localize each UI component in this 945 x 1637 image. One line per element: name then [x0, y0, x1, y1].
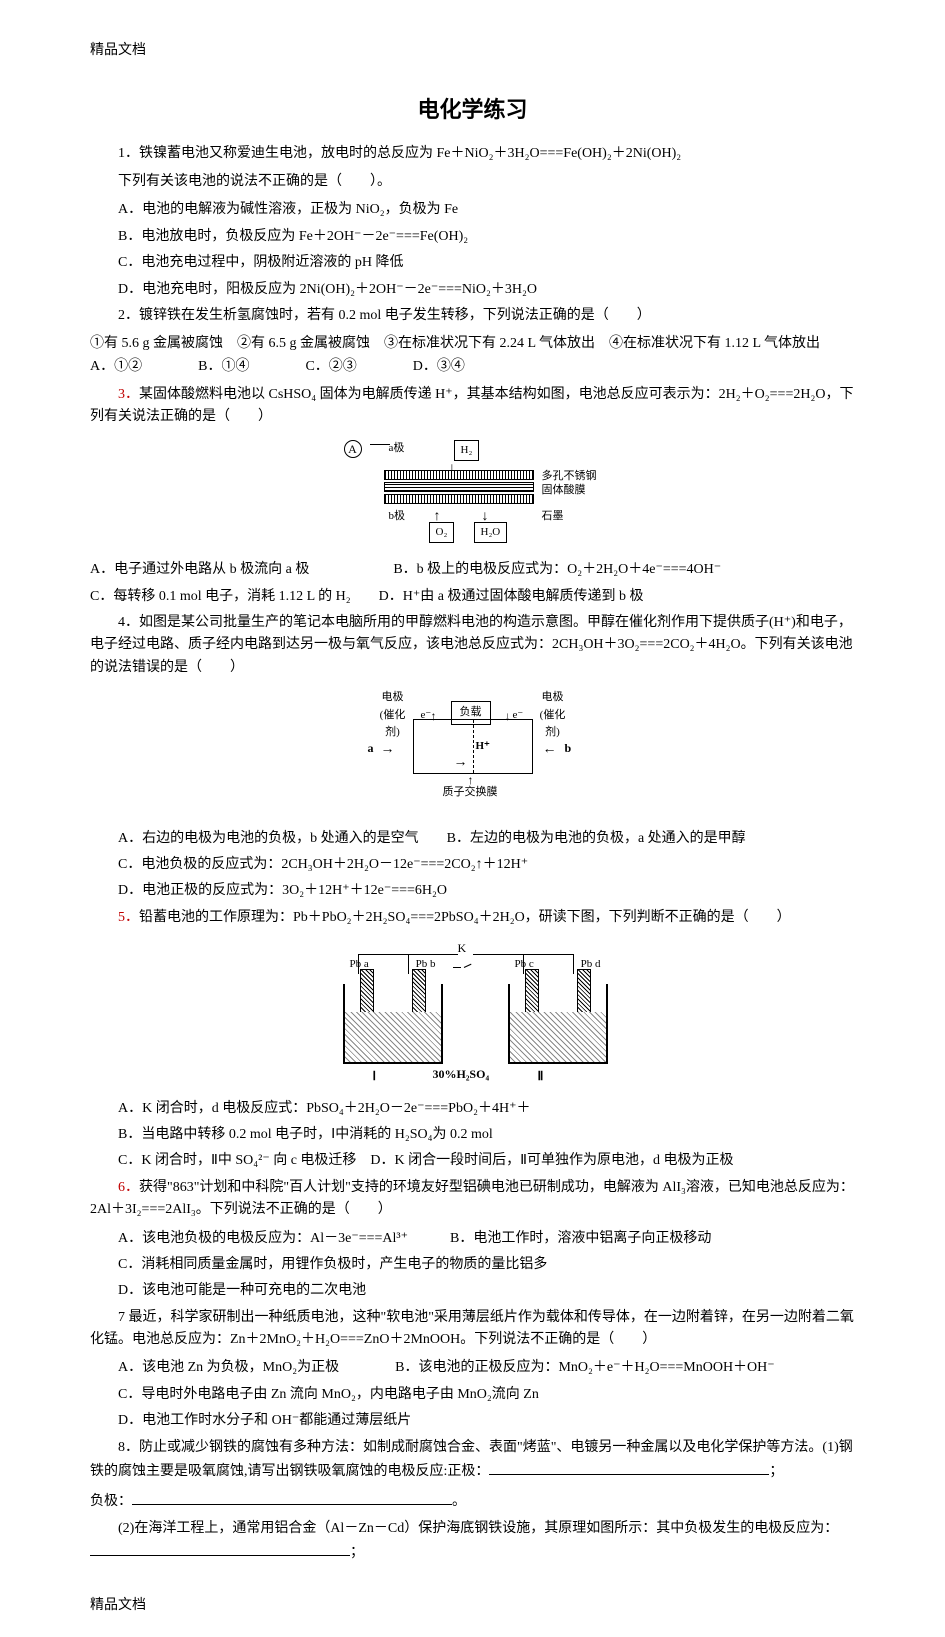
q3-text: 某固体酸燃料电池以 CsHSO₄ 固体为电解质传递 H⁺，其基本结构如图，电池总… — [90, 387, 853, 424]
q4-stem: 4．如图是某公司批量生产的笔记本电脑所用的甲醇燃料电池的构造示意图。甲醇在催化剂… — [90, 612, 855, 679]
q4-opt-d: D．电池正极的反应式为：3O₂＋12H⁺＋12e⁻===6H₂O — [90, 880, 855, 902]
up-arrow-icon: ↑ — [468, 771, 474, 790]
up-arrow-icon: ↑ — [431, 707, 437, 726]
right-arrow-icon: → — [454, 752, 468, 774]
q5-fig-pbb: Pb b — [416, 956, 436, 974]
q3-fig-apole: a极 — [389, 440, 405, 458]
q2-stem: 2．镀锌铁在发生析氢腐蚀时，若有 0.2 mol 电子发生转移，下列说法正确的是… — [90, 305, 855, 327]
q1-stem-b: 下列有关该电池的说法不正确的是（ ）。 — [90, 171, 855, 193]
q5-stem: 5．铅蓄电池的工作原理为：Pb＋PbO₂＋2H₂SO₄===2PbSO₄＋2H₂… — [90, 907, 855, 929]
q7-stem: 7 最近，科学家研制出一种纸质电池，这种"软电池"采用薄层纸片作为载体和传导体，… — [90, 1307, 855, 1352]
q5-fig-pbc: Pb c — [515, 956, 534, 974]
q4-fig-a: a — [368, 739, 374, 758]
q5-opt-a: A．K 闭合时，d 电极反应式：PbSO₄＋2H₂O－2e⁻===PbO₂＋4H… — [90, 1098, 855, 1120]
q3-stem: 3．某固体酸燃料电池以 CsHSO₄ 固体为电解质传递 H⁺，其基本结构如图，电… — [90, 384, 855, 429]
q8-part2: (2)在海洋工程上，通常用铝合金（Al－Zn－Cd）保护海底钢铁设施，其原理如图… — [90, 1518, 855, 1565]
q4-fig-electrode-l: 电极(催化剂) — [373, 689, 413, 742]
q8-blank-3 — [90, 1540, 350, 1556]
q3-fig-o2: O₂ — [429, 522, 455, 544]
down-arrow-icon: ↓ — [505, 707, 511, 726]
q7-opt-a: A．该电池 Zn 为负极，MnO₂为正极 B．该电池的正极反应为：MnO₂＋e⁻… — [90, 1357, 855, 1379]
q5-fig-acid: 30%H₂SO₄ — [433, 1065, 490, 1084]
q5-fig-pbd: Pb d — [581, 956, 601, 974]
q3-fig-A: A — [344, 440, 362, 458]
q6-opt-d: D．该电池可能是一种可充电的二次电池 — [90, 1280, 855, 1302]
q3-figure: A a极 b极 H₂ ↓ 多孔不锈钢 固体酸膜 石墨 O₂ H₂O ↑ ↓ — [90, 439, 855, 549]
q5-opt-c: C．K 闭合时，Ⅱ中 SO₄²⁻ 向 c 电极迁移 D．K 闭合一段时间后，Ⅱ可… — [90, 1150, 855, 1172]
q8-blank-2 — [132, 1489, 452, 1505]
up-arrow-icon: ↑ — [434, 506, 441, 528]
q4-figure: 电极(催化剂) 电极(催化剂) 负载 H⁺ → e⁻ ↑ ↓ e⁻ a → ← … — [90, 689, 855, 817]
q1-opt-c: C．电池充电过程中，阴极附近溶液的 pH 降低 — [90, 252, 855, 274]
q5-fig-I: Ⅰ — [373, 1067, 377, 1086]
q3-fig-graphite: 石墨 — [542, 508, 564, 526]
page-header: 精品文档 — [90, 40, 855, 62]
q4-fig-electrode-r: 电极(催化剂) — [533, 689, 573, 742]
q5-text: 铅蓄电池的工作原理为：Pb＋PbO₂＋2H₂SO₄===2PbSO₄＋2H₂O，… — [139, 910, 791, 925]
q3-fig-membrane: 固体酸膜 — [542, 482, 586, 500]
q1-opt-a: A．电池的电解液为碱性溶液，正极为 NiO₂，负极为 Fe — [90, 199, 855, 221]
q3-fig-h2: H₂ — [454, 440, 480, 462]
q6-opt-a: A．该电池负极的电极反应为：Al－3e⁻===Al³⁺ B．电池工作时，溶液中铝… — [90, 1228, 855, 1250]
q5-fig-pba: Pb a — [350, 956, 369, 974]
q1-opt-b: B．电池放电时，负极反应为 Fe＋2OH⁻－2e⁻===Fe(OH)₂ — [90, 226, 855, 248]
q4-fig-e-r: e⁻ — [513, 707, 524, 725]
q3-fig-h2o: H₂O — [474, 522, 508, 544]
q6-text: 获得"863"计划和中科院"百人计划"支持的环境友好型铝碘电池已研制成功，电解液… — [90, 1180, 854, 1217]
q6-opt-c: C．消耗相同质量金属时，用锂作负极时，产生电子的物质的量比铝多 — [90, 1254, 855, 1276]
left-arrow-icon: ← — [543, 739, 557, 761]
q4-opt-c: C．电池负极的反应式为：2CH₃OH＋2H₂O－12e⁻===2CO₂↑＋12H… — [90, 854, 855, 876]
page-footer: 精品文档 — [90, 1595, 855, 1617]
q8-neg-label: 负极： — [90, 1494, 132, 1509]
q4-opt-a: A．右边的电极为电池的负极，b 处通入的是空气 B．左边的电极为电池的负极，a … — [90, 828, 855, 850]
q8-stem: 8．防止或减少钢铁的腐蚀有多种方法：如制成耐腐蚀合金、表面"烤蓝"、电镀另一种金… — [90, 1437, 855, 1484]
q3-opt-a: A．电子通过外电路从 b 极流向 a 极 B．b 极上的电极反应式为：O₂＋2H… — [90, 559, 855, 581]
q3-opt-c: C．每转移 0.1 mol 电子，消耗 1.12 L 的 H₂ D．H⁺由 a … — [90, 586, 855, 608]
q4-fig-b: b — [565, 739, 572, 758]
q4-fig-hplus: H⁺ — [476, 738, 490, 756]
right-arrow-icon: → — [381, 739, 395, 761]
down-arrow-icon: ↓ — [482, 506, 489, 528]
q8-blank-1 — [489, 1459, 769, 1475]
q3-fig-bpole: b极 — [389, 508, 406, 526]
page-title: 电化学练习 — [90, 92, 855, 127]
q2-line2: ①有 5.6 g 金属被腐蚀 ②有 6.5 g 金属被腐蚀 ③在标准状况下有 2… — [90, 333, 855, 378]
q8-neg: 负极：。 — [90, 1489, 855, 1513]
q7-opt-d: D．电池工作时水分子和 OH⁻都能通过薄层纸片 — [90, 1410, 855, 1432]
q5-opt-b: B．当电路中转移 0.2 mol 电子时，Ⅰ中消耗的 H₂SO₄为 0.2 mo… — [90, 1124, 855, 1146]
q7-opt-c: C．导电时外电路电子由 Zn 流向 MnO₂，内电路电子由 MnO₂流向 Zn — [90, 1384, 855, 1406]
q1-stem-a: 1．铁镍蓄电池又称爱迪生电池，放电时的总反应为 Fe＋NiO₂＋3H₂O===F… — [90, 143, 855, 165]
q5-fig-II: Ⅱ — [538, 1067, 544, 1086]
q6-stem: 6．获得"863"计划和中科院"百人计划"支持的环境友好型铝碘电池已研制成功，电… — [90, 1177, 855, 1222]
q3-num: 3． — [118, 387, 139, 402]
q1-opt-d: D．电池充电时，阳极反应为 2Ni(OH)₂＋2OH⁻－2e⁻===NiO₂＋3… — [90, 279, 855, 301]
q8-part2-text: (2)在海洋工程上，通常用铝合金（Al－Zn－Cd）保护海底钢铁设施，其原理如图… — [118, 1521, 838, 1536]
q6-num: 6． — [118, 1180, 139, 1195]
q5-num: 5． — [118, 910, 139, 925]
q5-figure: K Pb a Pb b Pb c Pb d Ⅰ Ⅱ 30%H₂SO₄ — [90, 939, 855, 1087]
